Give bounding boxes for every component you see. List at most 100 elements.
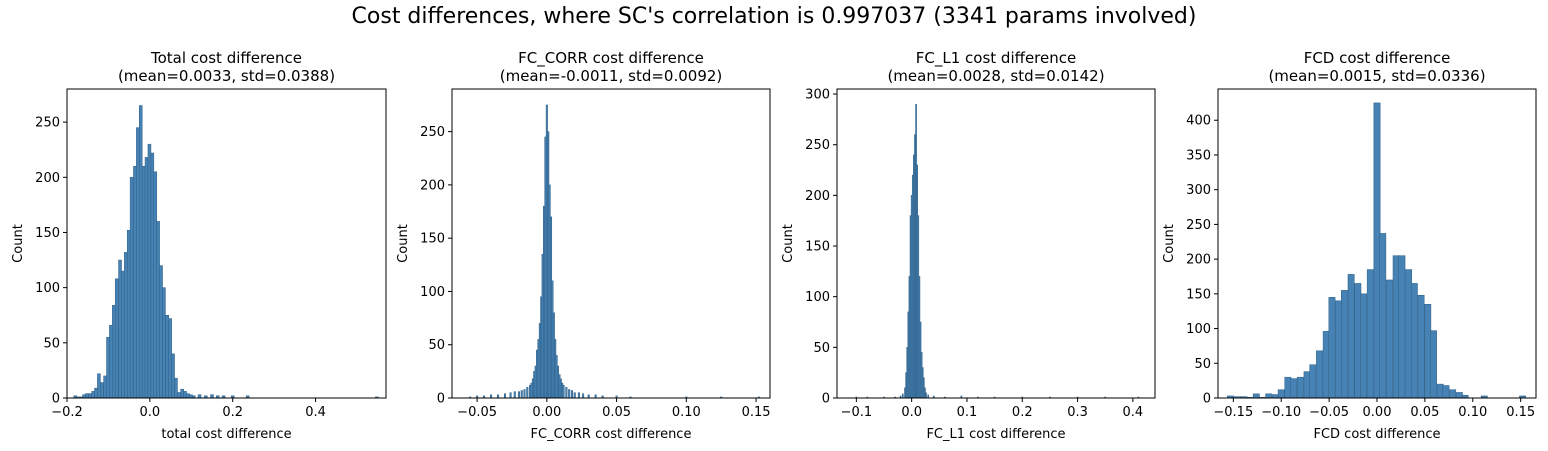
x-tick-label: 0.15 [742, 405, 771, 420]
x-axis-label: FC_CORR cost difference [531, 427, 692, 442]
y-tick-label: 400 [1186, 114, 1211, 129]
histogram-bar [97, 373, 101, 399]
histogram-bar [513, 391, 516, 399]
y-tick-label: 0 [1203, 392, 1211, 407]
histogram-bar [1410, 283, 1418, 399]
histogram-bar [112, 305, 116, 399]
y-tick-label: 100 [1186, 322, 1211, 337]
histogram-bar [1347, 274, 1355, 399]
x-tick-label: 0.2 [222, 405, 243, 420]
x-tick-label: 0.1 [957, 405, 978, 420]
x-tick-label: 0.4 [305, 405, 326, 420]
histogram-bar [562, 384, 565, 399]
histogram-bar [1392, 255, 1400, 399]
chart-title: FC_CORR cost difference [518, 49, 704, 68]
histogram-bar [124, 252, 128, 399]
x-tick-label: 0.00 [1363, 405, 1392, 420]
histogram-bar [1455, 392, 1463, 399]
y-tick-label: 250 [420, 125, 445, 140]
chart-title: Total cost difference [150, 49, 302, 67]
histogram-bar [565, 387, 568, 399]
chart-panel-1: Total cost difference(mean=0.0033, std=0… [11, 49, 387, 442]
histogram-bar [1366, 269, 1374, 399]
histogram-bar [1386, 279, 1393, 399]
histogram-bar [1328, 297, 1336, 399]
x-tick-label: 0.05 [602, 405, 631, 420]
histogram-bar [106, 337, 110, 399]
histogram-bar [174, 377, 178, 399]
y-tick-label: 300 [805, 88, 830, 103]
x-tick-label: −0.2 [51, 405, 83, 420]
x-tick-label: 0.10 [672, 405, 701, 420]
x-axis-label: total cost difference [161, 427, 291, 442]
histogram-bar [88, 393, 92, 399]
y-tick-label: 50 [813, 341, 830, 356]
y-tick-label: 0 [52, 392, 60, 407]
y-tick-label: 100 [420, 285, 445, 300]
histogram-bar [1335, 300, 1343, 399]
histogram-bar [162, 287, 166, 399]
histogram-bar [1265, 393, 1273, 399]
histogram-bar [141, 166, 146, 399]
histogram-bar [150, 152, 155, 399]
axes-frame [66, 88, 387, 399]
histogram-bar [1272, 394, 1279, 399]
histogram-bar [1296, 376, 1304, 399]
histogram-bar [121, 270, 125, 399]
histogram-bar [1303, 371, 1311, 399]
y-axis-label: Count [396, 224, 411, 263]
histogram-bar [1284, 376, 1292, 399]
histogram-bar [171, 353, 175, 399]
histogram-bar [1449, 389, 1457, 399]
histogram-bar [165, 314, 170, 399]
chart-panel-2: FC_CORR cost difference(mean=-0.0011, st… [396, 49, 771, 442]
histogram-bar [147, 143, 152, 399]
histogram-bar [902, 393, 904, 399]
y-axis-label: Count [1162, 224, 1177, 263]
histogram-bar [168, 318, 172, 399]
histogram-bar [503, 393, 507, 399]
y-tick-label: 100 [35, 281, 60, 296]
histogram-bar [509, 392, 512, 399]
histogram-bar [925, 392, 927, 399]
chart-title: FC_L1 cost difference [916, 49, 1076, 68]
chart-title-stats: (mean=0.0028, std=0.0142) [887, 67, 1104, 85]
y-axis-label: Count [11, 224, 26, 263]
histogram-bar [1430, 330, 1437, 399]
y-tick-label: 50 [1194, 357, 1211, 372]
x-tick-label: −0.10 [1261, 405, 1301, 420]
y-tick-label: 200 [1186, 253, 1211, 268]
histogram-bar [183, 391, 187, 399]
histogram-bar [109, 324, 113, 399]
y-tick-label: 350 [1186, 148, 1211, 163]
chart-panel-3: FC_L1 cost difference(mean=0.0028, std=0… [781, 49, 1156, 442]
histogram-bar [159, 265, 163, 399]
histogram-bar [1252, 393, 1260, 399]
x-tick-label: −0.15 [1213, 405, 1253, 420]
x-axis-label: FC_L1 cost difference [926, 427, 1065, 442]
y-tick-label: 250 [1186, 218, 1211, 233]
axes-frame [836, 88, 1156, 399]
histogram-bar [180, 388, 184, 399]
histogram-bar [1424, 304, 1432, 399]
histogram-bar [573, 392, 576, 399]
x-tick-label: −0.05 [457, 405, 497, 420]
x-tick-label: 0.4 [1123, 405, 1144, 420]
chart-panel-4: FCD cost difference(mean=0.0015, std=0.0… [1162, 49, 1537, 442]
histogram-bar [1379, 233, 1387, 399]
histogram-bar [577, 392, 580, 399]
y-tick-label: 200 [35, 171, 60, 186]
histogram-bar [568, 389, 571, 399]
y-tick-label: 250 [805, 138, 830, 153]
x-tick-label: 0.00 [532, 405, 561, 420]
histogram-bar [1309, 364, 1317, 399]
histogram-bar [129, 177, 134, 399]
y-tick-label: 50 [428, 338, 445, 353]
y-tick-label: 150 [420, 232, 445, 247]
histogram-bar [144, 157, 149, 399]
histogram-bar [177, 392, 181, 399]
histogram-bar [1322, 331, 1330, 399]
x-tick-label: 0.05 [1410, 405, 1439, 420]
histogram-bar [1354, 283, 1362, 399]
